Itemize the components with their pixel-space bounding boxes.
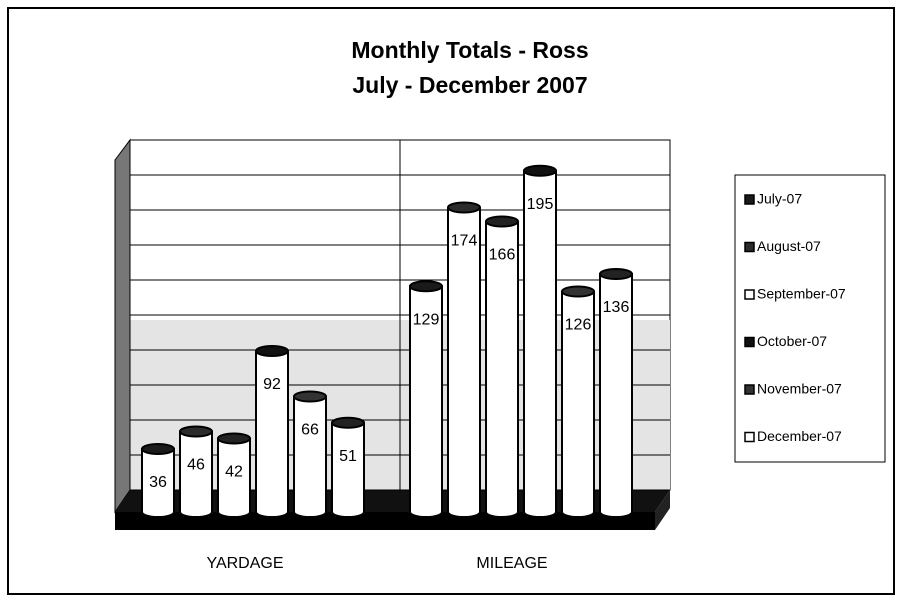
bar [293,390,327,518]
bar [561,285,595,518]
bar [523,164,557,518]
legend-marker [744,384,755,395]
data-label: 66 [301,422,319,439]
bar [599,268,633,518]
bar-body [293,395,327,518]
bar-body [217,437,251,518]
bar [331,416,365,518]
bar-cap [409,280,443,293]
legend-marker [744,336,755,348]
bar-cap [523,164,557,177]
chart-subtitle: July - December 2007 [352,72,587,98]
bar [409,280,443,518]
chart-title: Monthly Totals - Ross [351,37,588,63]
bar-body [255,350,289,518]
legend-label: August-07 [757,238,821,254]
x-tick-label: MILEAGE [476,555,547,572]
legend-label: November-07 [757,381,842,397]
bar-cap [331,416,365,429]
bar [485,215,519,518]
legend-marker [744,241,755,253]
bar [255,345,289,518]
legend [734,174,886,463]
bar-cap [293,390,327,403]
data-label: 195 [527,196,554,213]
legend-label: December-07 [757,428,842,444]
bar-body [179,430,213,518]
bar-cap [217,432,251,445]
bar-body [523,169,557,518]
data-label: 136 [603,299,630,316]
data-label: 166 [489,247,516,264]
legend-marker [744,431,755,443]
legend-marker [744,194,755,205]
bar [141,443,175,518]
bar-cap [447,201,481,214]
bar [447,201,481,518]
bar-cap [179,425,213,438]
bar-body [561,290,595,518]
bar-cap [561,285,595,298]
bar-body [331,421,365,518]
legend-label: September-07 [757,286,846,302]
bar [217,432,251,518]
bar-cap [255,345,289,357]
floor-side [655,490,670,530]
bar-body [599,273,633,518]
bar-body [447,206,481,518]
data-label: 129 [413,311,440,328]
data-label: 42 [225,464,243,481]
side-wall [114,138,131,514]
bar-body [141,448,175,518]
data-label: 51 [339,448,357,465]
bar-cap [485,215,519,228]
bar-body [485,220,519,518]
legend-marker [744,289,755,300]
bar-cap [599,268,633,280]
bar [179,425,213,518]
legend-label: October-07 [757,333,827,349]
floor-front [115,512,655,530]
bar-body [409,285,443,518]
data-label: 46 [187,457,205,474]
data-label: 126 [565,317,592,334]
data-label: 36 [149,474,167,491]
data-label: 92 [263,376,281,393]
legend-label: July-07 [757,191,802,207]
x-tick-label: YARDAGE [206,555,283,572]
data-label: 174 [451,233,478,250]
bar-cap [141,443,175,455]
